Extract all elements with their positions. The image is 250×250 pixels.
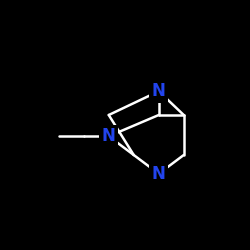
Text: N: N (102, 127, 116, 145)
Text: N: N (152, 165, 166, 183)
Text: N: N (152, 82, 166, 100)
